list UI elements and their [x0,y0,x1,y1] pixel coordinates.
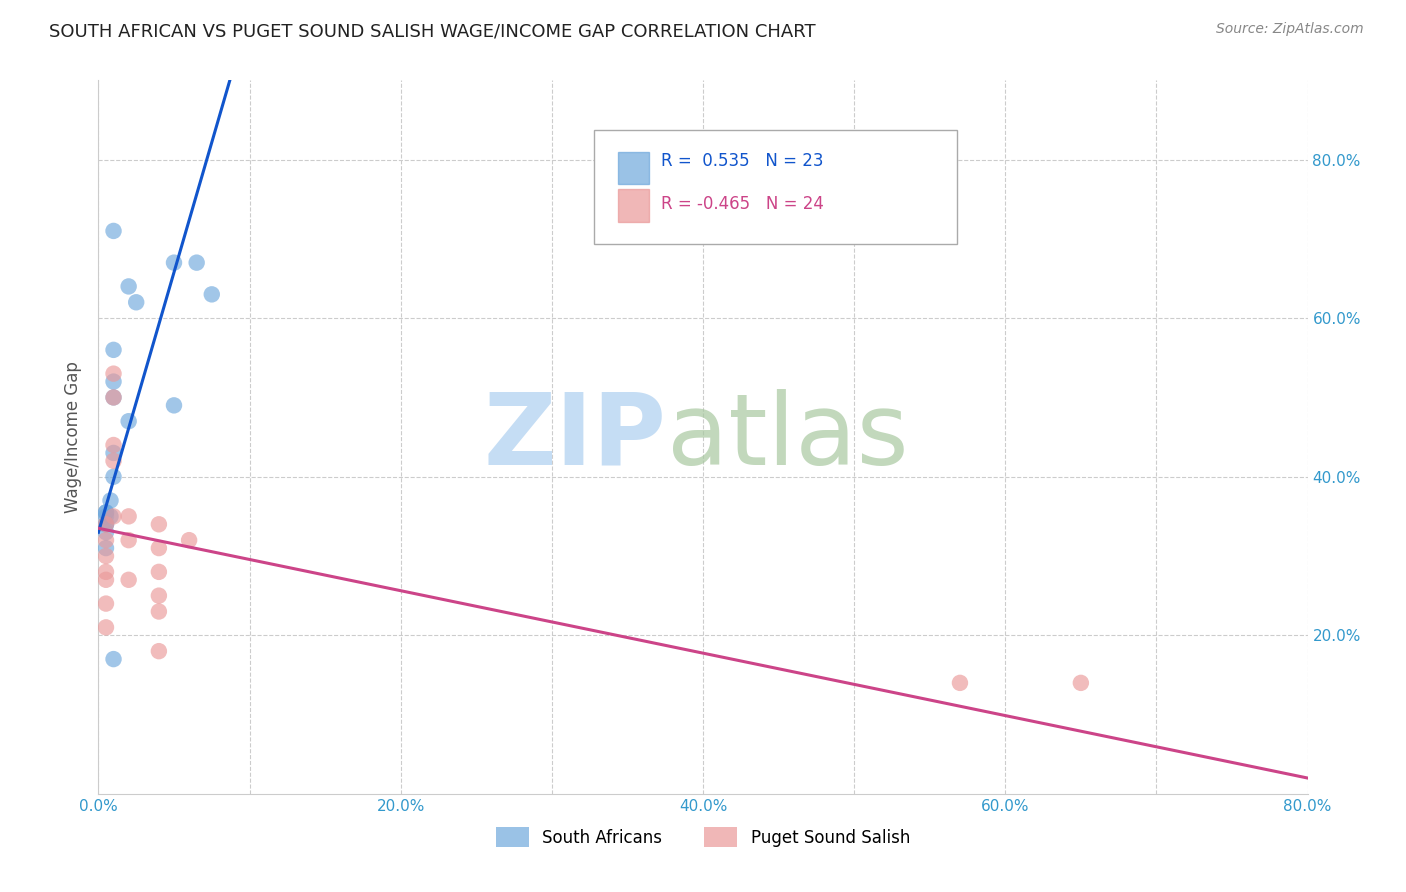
Point [103,391,125,405]
Point [125,295,148,310]
Point [94,597,117,611]
FancyBboxPatch shape [595,130,957,244]
Point [94,620,117,634]
Point [1070,676,1092,690]
Point [186,255,208,269]
Text: R = -0.465   N = 24: R = -0.465 N = 24 [661,194,824,212]
Point [94,565,117,579]
Point [163,398,186,412]
Point [163,255,186,269]
Point [94,533,117,548]
Point [148,517,170,532]
Point [103,367,125,381]
Point [94,541,117,555]
Point [100,509,122,524]
Text: atlas: atlas [666,389,908,485]
Point [94,509,117,524]
Point [94,505,117,519]
Point [100,493,122,508]
Point [103,454,125,468]
Point [94,517,117,532]
Point [94,505,117,519]
Point [94,549,117,563]
Legend: South Africans, Puget Sound Salish: South Africans, Puget Sound Salish [489,821,917,854]
Point [118,279,141,293]
Point [94,517,117,532]
Point [949,676,972,690]
Point [148,605,170,619]
Point [148,565,170,579]
Bar [619,152,648,184]
Point [103,652,125,666]
Point [94,517,117,532]
Point [148,541,170,555]
Y-axis label: Wage/Income Gap: Wage/Income Gap [65,361,83,513]
Text: ZIP: ZIP [484,389,666,485]
Point [103,509,125,524]
Point [103,438,125,452]
Text: SOUTH AFRICAN VS PUGET SOUND SALISH WAGE/INCOME GAP CORRELATION CHART: SOUTH AFRICAN VS PUGET SOUND SALISH WAGE… [49,22,815,40]
Point [118,414,141,428]
Point [94,573,117,587]
Point [103,469,125,483]
Point [103,224,125,238]
Point [118,573,141,587]
Point [148,644,170,658]
Point [103,446,125,460]
Point [118,509,141,524]
Point [94,525,117,540]
Text: R =  0.535   N = 23: R = 0.535 N = 23 [661,152,823,169]
Point [103,375,125,389]
Text: Source: ZipAtlas.com: Source: ZipAtlas.com [1216,22,1364,37]
Point [201,287,224,301]
Point [103,391,125,405]
Bar [619,189,648,221]
Point [118,533,141,548]
Point [103,343,125,357]
Point [179,533,201,548]
Point [148,589,170,603]
